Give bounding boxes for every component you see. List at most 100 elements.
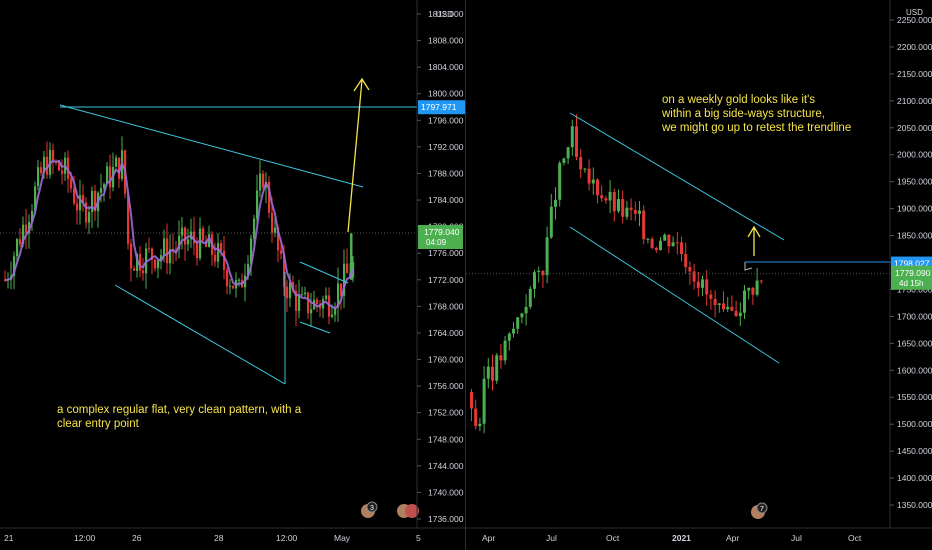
left-chart-canvas[interactable]: 3 1812.000 1808.000 1804.000 1800.000 1796.0… — [0, 0, 466, 550]
left-candle-body — [247, 263, 250, 276]
right-chart-canvas[interactable]: 7 2250.000 2200.000 2150.000 2100.000 2050.0… — [466, 0, 932, 550]
left-candle-body — [127, 193, 130, 244]
left-price-tick-label: 1812.000 — [428, 9, 464, 19]
left-resistance-tag-label: 1797.971 — [421, 102, 457, 112]
right-candle-body — [579, 157, 583, 170]
left-price-tick-label: 1740.000 — [428, 487, 464, 497]
right-candle-body — [722, 303, 725, 310]
left-moving-average — [4, 159, 354, 310]
left-candle-body — [196, 243, 199, 259]
right-price-tick-label: 2150.000 — [897, 69, 932, 79]
left-candle-body — [106, 166, 109, 185]
left-candle-body — [334, 307, 337, 315]
left-candles: 3 — [4, 136, 419, 518]
left-candle-body — [304, 292, 307, 295]
right-price-axis[interactable]: 2250.000 2200.000 2150.000 2100.000 2050.000… — [889, 0, 932, 528]
left-price-tick-label: 1744.000 — [428, 461, 464, 471]
right-candle-body — [583, 168, 587, 170]
right-candle-body — [524, 306, 528, 314]
right-event-count-icon — [756, 502, 768, 514]
right-candle-body — [503, 340, 507, 361]
right-candle-body — [709, 294, 713, 299]
left-candle-body — [217, 243, 220, 262]
left-candle-body — [226, 269, 229, 287]
right-annotation-line-2: within a big side-ways structure, — [662, 108, 825, 120]
left-price-axis[interactable]: 1812.000 1808.000 1804.000 1800.000 1796.000… — [416, 0, 465, 528]
left-candle-body — [46, 156, 49, 175]
left-price-tick-label: 1788.000 — [428, 168, 464, 178]
right-chart-pane[interactable]: 7 2250.000 2200.000 2150.000 2100.000 2050.0… — [466, 0, 932, 550]
left-price-tick-label: 1752.000 — [428, 408, 464, 418]
right-candle-body — [499, 355, 503, 361]
right-current-price-label: 1779.090 — [895, 268, 931, 278]
left-candle-body — [184, 227, 187, 245]
right-candle-body — [726, 306, 730, 310]
left-chart-pane[interactable]: 3 1812.000 1808.000 1804.000 1800.000 1796.0… — [0, 0, 466, 550]
left-candle-body — [346, 263, 349, 274]
right-arrow-head — [747, 225, 761, 238]
left-candle-body — [28, 221, 31, 233]
right-candle-body — [608, 192, 612, 201]
right-candle-body — [470, 391, 473, 409]
left-time-tick-label: 5 — [416, 533, 421, 543]
left-candle-body — [52, 150, 55, 162]
left-time-tick-label: 21 — [4, 533, 14, 543]
left-candle-body — [337, 283, 340, 308]
right-candle-body — [705, 279, 709, 295]
right-channel-lower — [569, 226, 780, 364]
left-candle-body — [22, 224, 25, 245]
right-candle-body — [717, 303, 721, 305]
right-candle-body — [638, 210, 641, 214]
left-candle-body — [67, 157, 70, 179]
right-price-tick-label: 1850.000 — [897, 231, 932, 241]
left-price-tick-label: 1796.000 — [428, 115, 464, 125]
left-event-badge-icon[interactable] — [405, 504, 419, 518]
left-candle-body — [148, 248, 151, 250]
left-candle-body — [163, 238, 166, 256]
right-price-tick-label: 1950.000 — [897, 177, 932, 187]
left-event-count-icon — [366, 501, 378, 513]
left-candle-body — [307, 292, 310, 314]
left-candle-body — [187, 239, 190, 245]
left-candle-body — [283, 253, 286, 287]
left-currency-label[interactable]: USD — [436, 10, 453, 19]
right-candle-body — [663, 234, 667, 241]
right-candle-body — [751, 287, 755, 295]
left-candle-body — [118, 157, 121, 179]
right-candle-body — [482, 378, 486, 424]
right-candle-body — [495, 355, 499, 381]
left-price-tick-label: 1764.000 — [428, 328, 464, 338]
left-small-trendline — [299, 321, 331, 334]
left-candle-body — [13, 256, 16, 277]
right-currency-label[interactable]: USD — [906, 8, 923, 17]
left-time-axis[interactable]: 21 12:00 26 28 12:00 May 5 — [0, 527, 466, 543]
right-candle-body — [759, 280, 763, 282]
left-candle-body — [292, 282, 295, 291]
left-price-tick-label: 1760.000 — [428, 355, 464, 365]
right-price-tick-label: 1400.000 — [897, 473, 932, 483]
left-candle-body — [37, 167, 40, 187]
pane-separator[interactable] — [465, 0, 466, 550]
right-time-tick-label: Apr — [726, 533, 739, 543]
right-candle-body — [688, 267, 692, 272]
right-candle-body — [570, 126, 574, 148]
left-projection-arrow — [347, 79, 363, 233]
right-time-axis[interactable]: Apr Jul Oct 2021 Apr Jul Oct — [466, 527, 932, 543]
right-candle-body — [642, 210, 646, 240]
left-candle-body — [253, 218, 256, 239]
left-price-tick-label: 1804.000 — [428, 62, 464, 72]
left-price-tick-label: 1768.000 — [428, 301, 464, 311]
right-candle-body — [591, 179, 595, 184]
left-candle-body — [277, 227, 280, 251]
left-time-tick-label: 12:00 — [276, 533, 298, 543]
right-channel-upper — [569, 112, 785, 241]
right-countdown-label: 4d 15h — [899, 279, 923, 288]
left-candle-body — [169, 249, 172, 264]
right-candle-body — [629, 207, 633, 211]
right-price-tick-label: 1550.000 — [897, 392, 932, 402]
right-resistance-tag-label: 1798.027 — [894, 259, 930, 269]
right-candle-body — [537, 270, 541, 273]
right-candle-body — [680, 242, 683, 255]
left-candle-body — [193, 231, 196, 244]
left-candle-body — [262, 173, 265, 188]
